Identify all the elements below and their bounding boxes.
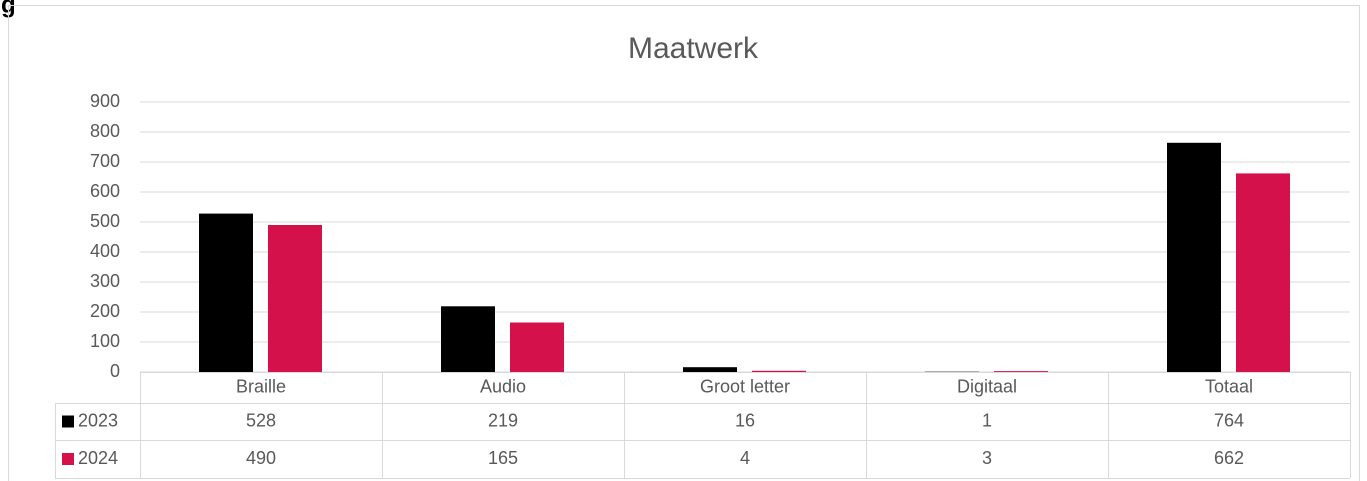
- bar: [510, 322, 564, 372]
- table-value: 1: [982, 410, 992, 430]
- chart-title: Maatwerk: [628, 32, 759, 65]
- table-value: 528: [246, 410, 276, 430]
- y-tick-label: 900: [90, 91, 120, 111]
- y-tick-label: 300: [90, 271, 120, 291]
- y-tick-label: 400: [90, 241, 120, 261]
- chart-frame: [8, 5, 1360, 481]
- y-tick-label: 0: [110, 361, 120, 381]
- y-tick-label: 200: [90, 301, 120, 321]
- table-value: 490: [246, 448, 276, 468]
- y-tick-label: 600: [90, 181, 120, 201]
- bar: [441, 306, 495, 372]
- x-tick-label: Braille: [236, 376, 286, 396]
- x-tick-label: Digitaal: [957, 376, 1017, 396]
- table-value: 662: [1214, 448, 1244, 468]
- legend-label: 2023: [78, 410, 118, 430]
- table-value: 3: [982, 448, 992, 468]
- table-value: 4: [740, 448, 750, 468]
- table-value: 764: [1214, 410, 1244, 430]
- y-tick-label: 100: [90, 331, 120, 351]
- bar: [683, 367, 737, 372]
- table-value: 219: [488, 410, 518, 430]
- bar: [199, 213, 253, 372]
- y-tick-label: 500: [90, 211, 120, 231]
- legend-label: 2024: [78, 448, 118, 468]
- bar: [1167, 142, 1221, 372]
- bar: [268, 225, 322, 372]
- table-value: 16: [735, 410, 755, 430]
- bar: [752, 370, 806, 372]
- y-tick-label: 700: [90, 151, 120, 171]
- legend-swatch: [62, 415, 74, 428]
- x-tick-label: Totaal: [1205, 376, 1253, 396]
- y-tick-label: 800: [90, 121, 120, 141]
- bar: [994, 371, 1048, 372]
- x-tick-label: Audio: [480, 376, 526, 396]
- legend-swatch: [62, 453, 74, 465]
- bar: [1236, 173, 1290, 372]
- table-value: 165: [488, 448, 518, 468]
- x-tick-label: Groot letter: [700, 376, 790, 396]
